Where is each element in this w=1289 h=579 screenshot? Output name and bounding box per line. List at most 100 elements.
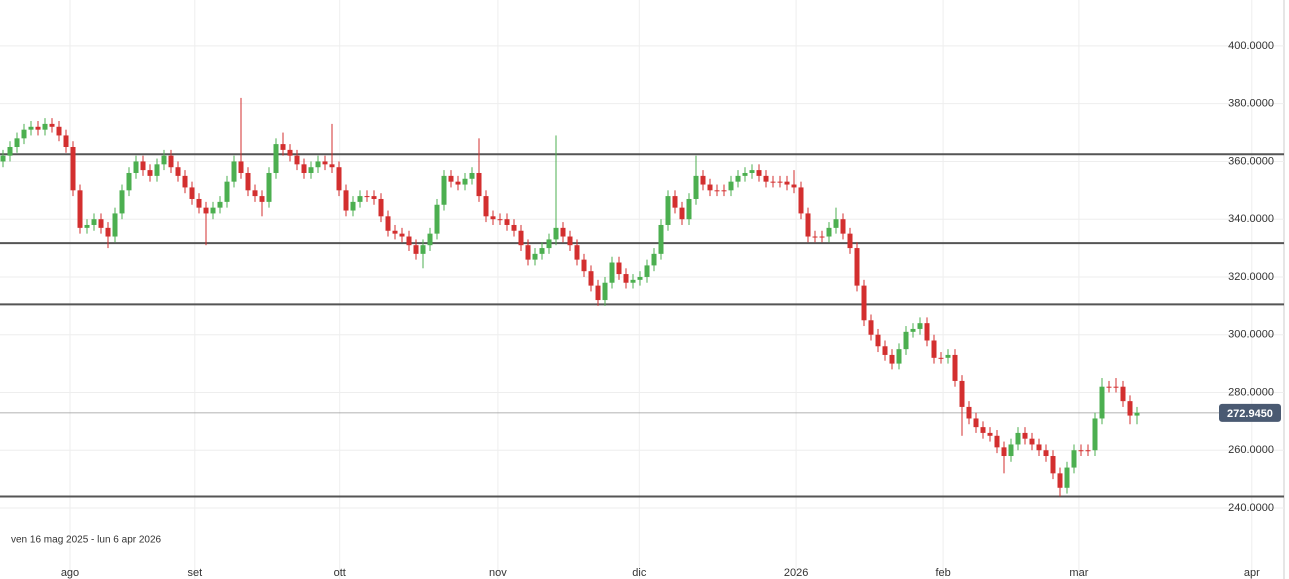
candle-body bbox=[490, 216, 496, 220]
candle-body bbox=[420, 245, 426, 254]
candle-body bbox=[980, 427, 986, 433]
x-tick-label: ott bbox=[334, 567, 346, 579]
candle-body bbox=[14, 138, 20, 147]
candle-body bbox=[126, 172, 132, 191]
candle-body bbox=[959, 380, 965, 407]
candle-body bbox=[784, 181, 790, 185]
candle-body bbox=[798, 187, 804, 214]
candle-body bbox=[35, 126, 41, 130]
candle-body bbox=[133, 161, 139, 173]
candle-body bbox=[581, 259, 587, 272]
y-tick-label: 260.0000 bbox=[1228, 444, 1274, 456]
candle-body bbox=[987, 432, 993, 436]
candle-body bbox=[994, 435, 1000, 448]
candle-body bbox=[56, 126, 62, 136]
y-tick-label: 380.0000 bbox=[1228, 98, 1274, 110]
candle-body bbox=[1092, 418, 1098, 451]
candle-body bbox=[343, 190, 349, 211]
candle-body bbox=[609, 262, 615, 283]
candle-body bbox=[476, 172, 482, 197]
x-tick-label: ago bbox=[61, 567, 79, 579]
candle-body bbox=[119, 190, 125, 214]
candle-body bbox=[112, 213, 118, 237]
candle-body bbox=[868, 320, 874, 335]
candle-body bbox=[518, 230, 524, 246]
candle-body bbox=[182, 175, 188, 188]
candle-body bbox=[245, 172, 251, 191]
last-price-badge bbox=[1219, 403, 1281, 422]
candle-body bbox=[882, 346, 888, 355]
candle-body bbox=[1057, 473, 1063, 488]
candle-body bbox=[924, 323, 930, 341]
candle-body bbox=[1134, 412, 1140, 416]
x-tick-label: apr bbox=[1244, 567, 1260, 579]
y-tick-label: 320.0000 bbox=[1228, 271, 1274, 283]
date-range: ven 16 mag 2025 - lun 6 apr 2026 bbox=[11, 535, 162, 546]
y-tick-label: 400.0000 bbox=[1228, 40, 1274, 52]
candle-body bbox=[742, 172, 748, 176]
candle-body bbox=[861, 285, 867, 321]
candle-body bbox=[567, 236, 573, 246]
candle-body bbox=[252, 190, 258, 197]
x-tick-label: 2026 bbox=[784, 567, 808, 579]
candle-body bbox=[1001, 447, 1007, 457]
candle-body bbox=[714, 190, 720, 192]
candle-body bbox=[455, 181, 461, 185]
candle-body bbox=[154, 164, 160, 176]
candle-body bbox=[588, 271, 594, 286]
candle-body bbox=[441, 175, 447, 205]
y-tick-label: 340.0000 bbox=[1228, 213, 1274, 225]
candle-body bbox=[770, 181, 776, 183]
candle-body bbox=[42, 123, 48, 130]
candle-body bbox=[280, 144, 286, 150]
candle-body bbox=[1029, 438, 1035, 445]
candle-body bbox=[623, 274, 629, 283]
candle-body bbox=[973, 418, 979, 428]
candle-body bbox=[749, 170, 755, 173]
candle-body bbox=[28, 126, 34, 130]
candle-body bbox=[168, 155, 174, 168]
candle-body bbox=[287, 149, 293, 156]
candle-body bbox=[812, 236, 818, 238]
candle-body bbox=[196, 198, 202, 208]
candle-body bbox=[833, 219, 839, 228]
candle-body bbox=[434, 204, 440, 234]
candle-body bbox=[553, 227, 559, 240]
candle-body bbox=[469, 172, 475, 179]
candle-body bbox=[406, 236, 412, 246]
candle-body bbox=[763, 175, 769, 182]
candle-body bbox=[301, 164, 307, 173]
candle-body bbox=[805, 213, 811, 237]
candle-body bbox=[1036, 444, 1042, 451]
candle-body bbox=[910, 328, 916, 332]
candle-body bbox=[651, 253, 657, 266]
candle-body bbox=[903, 331, 909, 350]
candle-body bbox=[231, 161, 237, 182]
candle-body bbox=[595, 285, 601, 301]
candle-body bbox=[140, 161, 146, 171]
candle-body bbox=[175, 167, 181, 176]
candle-body bbox=[707, 184, 713, 191]
candles bbox=[0, 97, 1140, 497]
candle-body bbox=[189, 187, 195, 199]
candle-body bbox=[525, 245, 531, 260]
candle-body bbox=[756, 170, 762, 176]
candle-body bbox=[1120, 386, 1126, 402]
candle-body bbox=[336, 167, 342, 191]
x-tick-label: set bbox=[187, 567, 202, 579]
candle-body bbox=[511, 224, 517, 231]
candle-body bbox=[686, 198, 692, 220]
candle-body bbox=[238, 161, 244, 173]
candle-body bbox=[63, 135, 69, 147]
candle-body bbox=[938, 357, 944, 359]
y-tick-label: 240.0000 bbox=[1228, 502, 1274, 514]
candle-body bbox=[483, 196, 489, 217]
candle-body bbox=[896, 349, 902, 364]
candle-body bbox=[1064, 467, 1070, 488]
candle-body bbox=[532, 253, 538, 260]
candle-body bbox=[826, 227, 832, 237]
last-price-label: 272.9450 bbox=[1227, 408, 1273, 420]
candle-body bbox=[266, 172, 272, 202]
candle-body bbox=[546, 239, 552, 249]
